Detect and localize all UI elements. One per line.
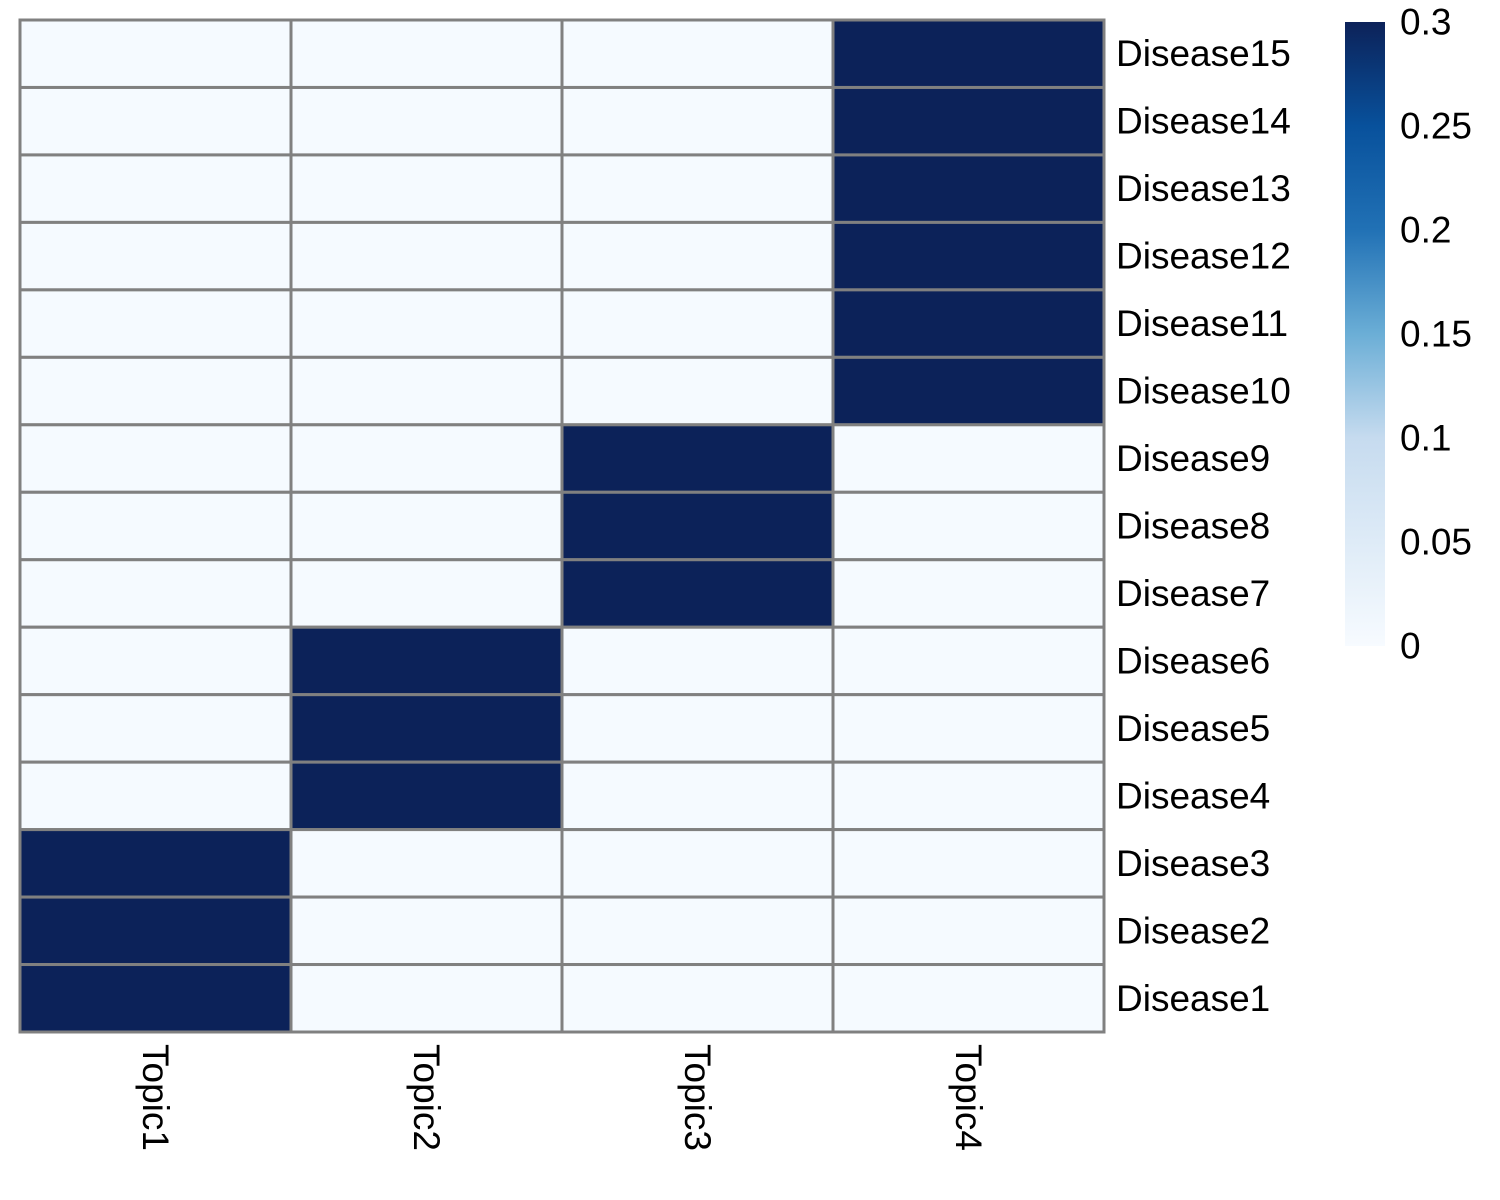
color-legend: 0 0.05 0.1 0.15 0.2 0.25 0.3	[1345, 2, 1472, 667]
heatmap-cell	[289, 963, 564, 1034]
heatmap-cell	[831, 963, 1106, 1034]
heatmap-cell	[18, 693, 293, 764]
column-label: Topic4	[948, 1044, 989, 1151]
heatmap-cell	[289, 828, 564, 899]
heatmap-cell	[289, 18, 564, 89]
heatmap-cell	[560, 558, 835, 629]
heatmap-cell	[289, 558, 564, 629]
heatmap-cell	[560, 760, 835, 832]
heatmap-cell	[18, 288, 293, 359]
heatmap-cell	[289, 85, 564, 157]
heatmap-cell	[560, 288, 835, 359]
heatmap-cell	[18, 558, 293, 629]
heatmap-cell	[289, 423, 564, 494]
row-label: Disease15	[1116, 33, 1291, 74]
row-label: Disease8	[1116, 506, 1270, 547]
heatmap-cell	[289, 220, 564, 292]
heatmap-cell	[289, 490, 564, 562]
row-label: Disease3	[1116, 843, 1270, 884]
heatmap-cell	[831, 760, 1106, 832]
row-label: Disease4	[1116, 775, 1270, 816]
heatmap-cell	[831, 153, 1106, 224]
heatmap-cell	[831, 18, 1106, 89]
heatmap-cell	[560, 423, 835, 494]
heatmap-cell	[289, 625, 564, 697]
heatmap-cell	[831, 220, 1106, 292]
heatmap-cell	[18, 963, 293, 1034]
heatmap-cell	[289, 153, 564, 224]
heatmap-cell	[560, 220, 835, 292]
heatmap-cell	[831, 625, 1106, 697]
column-label: Topic1	[135, 1044, 176, 1151]
heatmap-cells	[18, 18, 1106, 1034]
heatmap-cell	[18, 85, 293, 157]
legend-tick-label: 0	[1400, 626, 1421, 667]
heatmap-cell	[18, 828, 293, 899]
heatmap-cell	[831, 693, 1106, 764]
heatmap-cell	[560, 625, 835, 697]
heatmap-cell	[18, 895, 293, 967]
heatmap-cell	[560, 18, 835, 89]
column-label: Topic3	[677, 1044, 718, 1151]
row-labels: Disease15 Disease14 Disease13 Disease12 Dise…	[1116, 33, 1291, 1019]
heatmap-cell	[560, 693, 835, 764]
legend-tick-label: 0.2	[1400, 210, 1451, 251]
heatmap-cell	[831, 85, 1106, 157]
heatmap-cell	[18, 18, 293, 89]
heatmap-cell	[560, 153, 835, 224]
row-label: Disease10	[1116, 371, 1291, 412]
row-label: Disease7	[1116, 573, 1270, 614]
row-label: Disease6	[1116, 640, 1270, 681]
heatmap-cell	[831, 558, 1106, 629]
heatmap-cell	[289, 288, 564, 359]
row-label: Disease12	[1116, 236, 1291, 277]
heatmap-cell	[831, 490, 1106, 562]
heatmap-cell	[18, 490, 293, 562]
heatmap-cell	[831, 355, 1106, 427]
heatmap-cell	[18, 423, 293, 494]
heatmap-cell	[18, 625, 293, 697]
row-label: Disease13	[1116, 168, 1291, 209]
heatmap-cell	[560, 828, 835, 899]
heatmap-cell	[831, 288, 1106, 359]
heatmap-cell	[289, 355, 564, 427]
row-label: Disease5	[1116, 708, 1270, 749]
row-label: Disease2	[1116, 910, 1270, 951]
legend-tick-label: 0.1	[1400, 418, 1451, 459]
heatmap-cell	[289, 760, 564, 832]
column-labels: Topic1 Topic2 Topic3 Topic4	[135, 1044, 989, 1151]
heatmap-cell	[560, 355, 835, 427]
heatmap-cell	[560, 963, 835, 1034]
heatmap-cell	[289, 693, 564, 764]
heatmap-cell	[18, 760, 293, 832]
row-label: Disease9	[1116, 438, 1270, 479]
heatmap-cell	[18, 220, 293, 292]
legend-color-bar	[1345, 22, 1385, 646]
heatmap-cell	[560, 85, 835, 157]
heatmap-cell	[560, 490, 835, 562]
legend-tick-label: 0.3	[1400, 2, 1451, 43]
row-label: Disease11	[1116, 303, 1288, 344]
heatmap-cell	[831, 423, 1106, 494]
legend-tick-label: 0.05	[1400, 522, 1472, 563]
row-label: Disease14	[1116, 101, 1291, 142]
row-label: Disease1	[1116, 978, 1270, 1019]
heatmap-cell	[18, 355, 293, 427]
legend-tick-label: 0.15	[1400, 314, 1472, 355]
heatmap-cell	[289, 895, 564, 967]
column-label: Topic2	[406, 1044, 447, 1151]
legend-tick-label: 0.25	[1400, 106, 1472, 147]
heatmap-cell	[560, 895, 835, 967]
heatmap-cell	[18, 153, 293, 224]
heatmap-cell	[831, 895, 1106, 967]
heatmap-cell	[831, 828, 1106, 899]
